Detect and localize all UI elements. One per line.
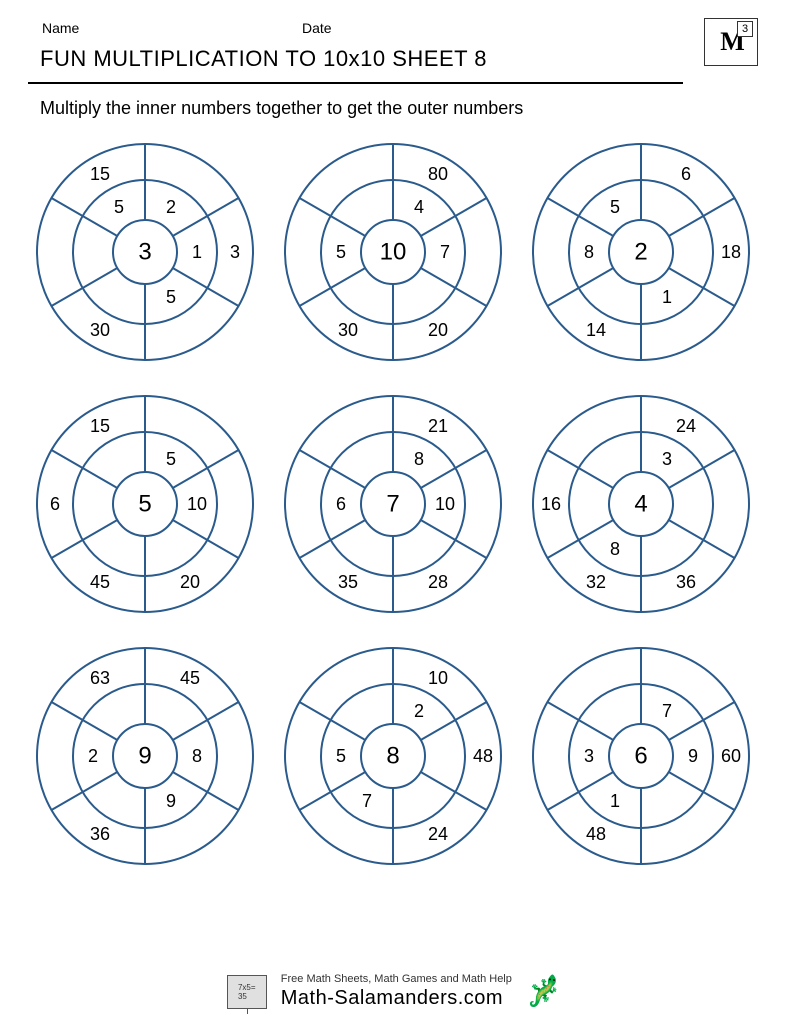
wheel-outer-value: 24: [428, 824, 448, 844]
wheel-outer-value: 36: [676, 572, 696, 592]
wheel-outer-value: 80: [428, 164, 448, 184]
salamander-icon: 🦎: [526, 974, 563, 1009]
wheel-inner-value: 1: [662, 287, 672, 307]
wheel-center: 9: [138, 743, 151, 770]
multiplication-wheel: 7 821 10 28 35 6: [278, 389, 512, 619]
grade-logo: M 3: [704, 18, 758, 66]
header-labels: Name Date: [28, 20, 762, 36]
wheel-inner-value: 5: [610, 197, 620, 217]
wheel-outer-value: 10: [428, 668, 448, 688]
wheel-inner-value: 6: [336, 494, 346, 514]
multiplication-wheel: 4 324 36 832 16: [526, 389, 760, 619]
wheel-inner-value: 9: [688, 746, 698, 766]
instructions: Multiply the inner numbers together to g…: [28, 84, 762, 127]
wheel-inner-value: 5: [166, 287, 176, 307]
wheel-inner-value: 8: [610, 539, 620, 559]
wheel-outer-value: 36: [90, 824, 110, 844]
wheel-inner-value: 5: [336, 242, 346, 262]
wheel-outer-value: 18: [721, 242, 741, 262]
wheel-outer-value: 28: [428, 572, 448, 592]
wheel-center: 10: [380, 239, 407, 266]
wheel-inner-value: 3: [662, 449, 672, 469]
wheel-outer-value: 3: [230, 242, 240, 262]
wheel-grid: 3213530515810480720305261811485551020456…: [28, 137, 762, 871]
wheel-center: 7: [386, 491, 399, 518]
wheel-outer-value: 35: [338, 572, 358, 592]
wheel-outer-value: 6: [50, 494, 60, 514]
wheel-inner-value: 9: [166, 791, 176, 811]
wheel-outer-value: 6: [681, 164, 691, 184]
footer-tagline: Free Math Sheets, Math Games and Math He…: [281, 973, 512, 985]
name-label: Name: [42, 20, 302, 36]
footer-brand: Math-Salamanders.com: [281, 987, 512, 1010]
wheel-inner-value: 7: [362, 791, 372, 811]
wheel-inner-value: 10: [187, 494, 207, 514]
wheel-center: 6: [634, 743, 647, 770]
wheel-outer-value: 63: [90, 668, 110, 688]
wheel-inner-value: 8: [192, 746, 202, 766]
wheel-inner-value: 7: [662, 701, 672, 721]
wheel-outer-value: 45: [90, 572, 110, 592]
chalkboard-icon: 7x5=35: [227, 975, 267, 1009]
wheel-inner-value: 10: [435, 494, 455, 514]
wheel-outer-value: 60: [721, 746, 741, 766]
wheel-inner-value: 5: [336, 746, 346, 766]
multiplication-wheel: 32135305158: [30, 137, 264, 367]
wheel-center: 4: [634, 491, 647, 518]
wheel-inner-value: 7: [440, 242, 450, 262]
wheel-inner-value: 4: [414, 197, 424, 217]
multiplication-wheel: 9 45 8 9 36 2 63: [30, 641, 264, 871]
wheel-inner-value: 1: [192, 242, 202, 262]
wheel-outer-value: 48: [586, 824, 606, 844]
wheel-inner-value: 5: [114, 197, 124, 217]
worksheet-title: FUN MULTIPLICATION TO 10x10 SHEET 8: [28, 42, 683, 84]
date-label: Date: [302, 20, 332, 36]
wheel-outer-value: 45: [180, 668, 200, 688]
wheel-outer-value: 32: [586, 572, 606, 592]
wheel-outer-value: 20: [428, 320, 448, 340]
multiplication-wheel: 6 7 9 60 148 3: [526, 641, 760, 871]
wheel-outer-value: 24: [676, 416, 696, 436]
multiplication-wheel: 5 5 10 20 45 6 15: [30, 389, 264, 619]
wheel-inner-value: 1: [610, 791, 620, 811]
wheel-outer-value: 16: [541, 494, 561, 514]
wheel-outer-value: 15: [90, 164, 110, 184]
multiplication-wheel: 2 6 18 1 14 8 5: [526, 137, 760, 367]
wheel-inner-value: 5: [166, 449, 176, 469]
multiplication-wheel: 10 480 7 20 30 5: [278, 137, 512, 367]
wheel-outer-value: 48: [473, 746, 493, 766]
footer-text: Free Math Sheets, Math Games and Math He…: [281, 973, 512, 1010]
wheel-center: 2: [634, 239, 647, 266]
wheel-outer-value: 30: [90, 320, 110, 340]
wheel-outer-value: 30: [338, 320, 358, 340]
wheel-center: 5: [138, 491, 151, 518]
multiplication-wheel: 8 210 48 24 7 5: [278, 641, 512, 871]
grade-badge: 3: [737, 21, 753, 37]
wheel-center: 8: [386, 743, 399, 770]
wheel-inner-value: 3: [584, 746, 594, 766]
wheel-inner-value: 2: [88, 746, 98, 766]
footer: 7x5=35 Free Math Sheets, Math Games and …: [0, 973, 790, 1010]
wheel-inner-value: 2: [414, 701, 424, 721]
wheel-inner-value: 8: [584, 242, 594, 262]
wheel-outer-value: 20: [180, 572, 200, 592]
wheel-outer-value: 21: [428, 416, 448, 436]
wheel-outer-value: 14: [586, 320, 606, 340]
wheel-inner-value: 2: [166, 197, 176, 217]
wheel-outer-value: 15: [90, 416, 110, 436]
wheel-inner-value: 8: [414, 449, 424, 469]
wheel-center: 3: [138, 239, 151, 266]
